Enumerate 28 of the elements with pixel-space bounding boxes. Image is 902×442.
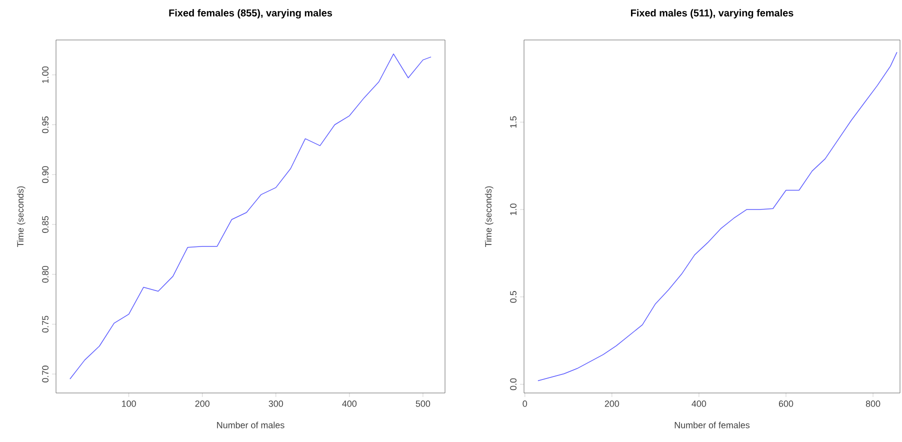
y-tick-label: 0.90	[42, 166, 48, 183]
x-tick-label: 200	[195, 400, 210, 407]
y-tick-label: 0.5	[510, 291, 516, 303]
y-tick-label: 0.70	[42, 366, 48, 382]
x-tick-label: 0	[522, 400, 528, 407]
y-tick-label: 0.80	[42, 266, 48, 283]
x-tick-label: 200	[604, 400, 620, 407]
line-series	[70, 54, 432, 380]
x-tick-label: 400	[692, 400, 706, 407]
x-tick-label: 800	[866, 400, 880, 407]
y-tick-label: 0.0	[510, 378, 516, 390]
y-axis-title: Time (seconds)	[484, 186, 494, 248]
x-tick-label: 400	[342, 400, 357, 407]
y-tick-label: 0.85	[42, 216, 48, 233]
x-tick-label: 500	[416, 400, 430, 407]
chart-title: Fixed males (511), varying females	[631, 9, 794, 18]
x-tick-label: 600	[778, 400, 794, 407]
y-axis-title: Time (seconds)	[16, 186, 26, 248]
y-tick-label: 1.00	[42, 66, 48, 83]
y-tick-label: 0.95	[42, 116, 48, 134]
x-axis-title: Number of females	[674, 422, 750, 428]
y-tick-label: 1.0	[510, 204, 516, 216]
x-axis-title: Number of males	[217, 422, 284, 428]
y-tick-label: 1.5	[510, 116, 516, 128]
x-tick-label: 300	[268, 400, 284, 407]
chart-title: Fixed females (855), varying males	[169, 9, 332, 18]
y-tick-label: 0.75	[42, 316, 48, 333]
x-tick-label: 100	[122, 400, 136, 407]
